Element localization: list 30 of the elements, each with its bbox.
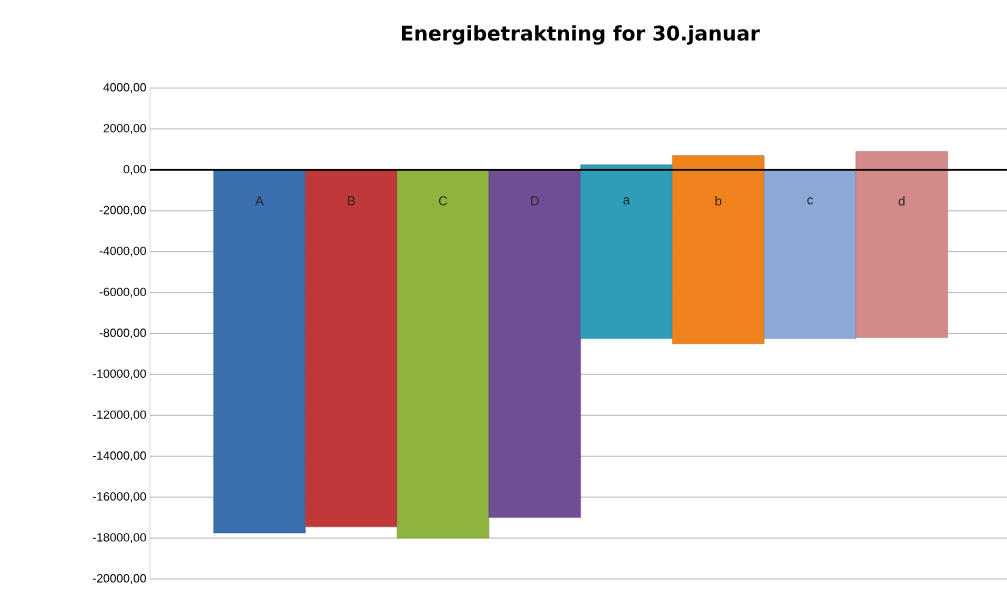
chart-title: Energibetraktning for 30.januar [402, 25, 760, 45]
y-tick-label: 4000,00 [103, 83, 146, 93]
bar [396, 169, 490, 539]
bar [855, 151, 948, 338]
y-tick-label: -12000,00 [92, 410, 146, 421]
bar [580, 164, 673, 339]
y-tick-label: -6000,00 [99, 287, 146, 298]
y-tick-label: -20000,00 [92, 574, 146, 584]
y-tick-label: 2000,00 [103, 123, 146, 134]
bar [305, 169, 398, 528]
bar [213, 169, 306, 534]
y-tick-label: -14000,00 [92, 451, 146, 462]
y-tick-label: -16000,00 [92, 492, 146, 503]
x-tick-label: b [715, 196, 722, 206]
x-tick-label: A [255, 196, 264, 206]
x-tick-label: c [807, 197, 813, 205]
y-tick-label: 0,00 [123, 164, 146, 175]
y-tick-label: -10000,00 [92, 369, 146, 380]
y-tick-label: -2000,00 [99, 205, 146, 216]
x-tick-label: C [438, 196, 448, 206]
y-tick-label: -8000,00 [99, 328, 146, 339]
x-tick-label: D [531, 196, 539, 206]
x-tick-label: a [623, 197, 631, 205]
y-tick-label: -4000,00 [99, 246, 146, 257]
bar [672, 155, 765, 344]
x-tick-label: d [898, 196, 905, 206]
y-tick-label: -18000,00 [92, 533, 146, 544]
bar [488, 169, 581, 518]
bar [763, 169, 857, 339]
x-tick-label: B [347, 196, 355, 206]
